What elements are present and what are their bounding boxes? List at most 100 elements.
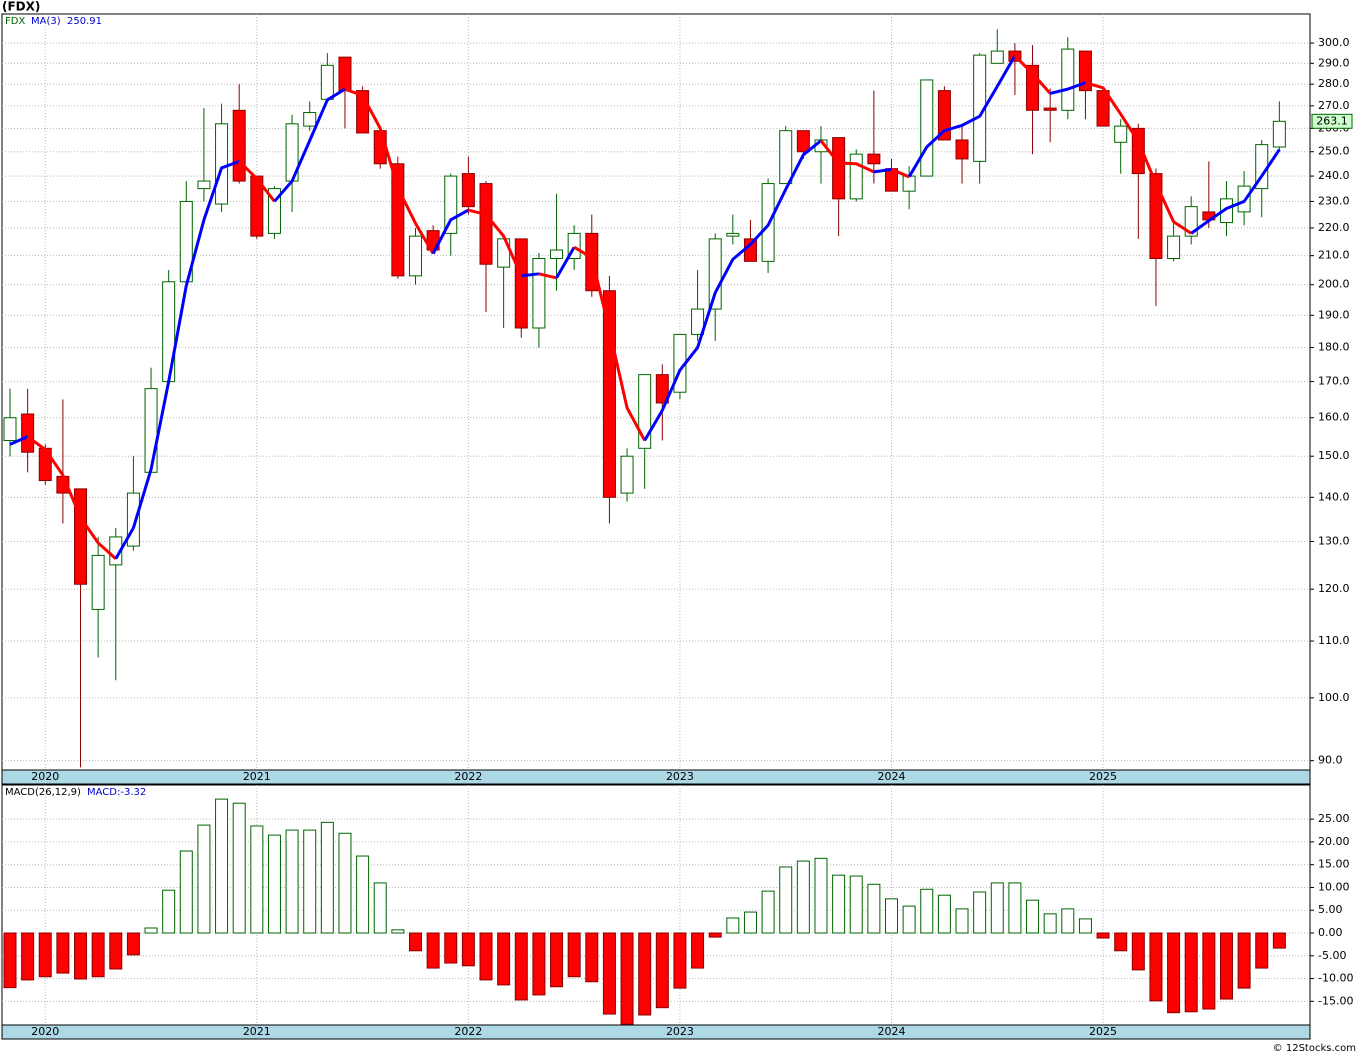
y-tick-label: 160.0 — [1318, 411, 1350, 424]
candle-body — [1167, 235, 1181, 260]
candle-body — [691, 308, 705, 335]
macd-bar — [550, 932, 564, 988]
moving-average — [26, 435, 117, 560]
macd-bar — [1043, 913, 1057, 934]
macd-bar — [620, 932, 634, 1025]
price-tag-label: 263.1 — [1316, 114, 1348, 127]
y-tick-label: -5.00 — [1318, 949, 1346, 962]
x-tick-label: 2023 — [666, 770, 694, 783]
y-tick-label: 290.0 — [1318, 56, 1350, 69]
y-tick-label: 190.0 — [1318, 308, 1350, 321]
macd-bar — [162, 889, 176, 934]
candle-body — [990, 50, 1004, 64]
macd-bar — [514, 932, 528, 1001]
macd-value: -3.32 — [120, 787, 146, 798]
candle-body — [832, 137, 846, 200]
candle-body — [1096, 90, 1110, 127]
macd-bar — [990, 882, 1004, 934]
y-tick-label: 130.0 — [1318, 534, 1350, 547]
moving-average — [273, 87, 346, 203]
y-tick-label: 100.0 — [1318, 691, 1350, 704]
x-tick-label: 2020 — [31, 1025, 59, 1038]
macd-bar — [567, 932, 581, 978]
macd-bar — [867, 883, 881, 934]
candle-body — [1114, 125, 1128, 143]
macd-bar — [91, 932, 105, 978]
y-tick-label: 280.0 — [1318, 77, 1350, 90]
moving-average — [643, 139, 822, 442]
macd-bar — [1078, 918, 1092, 934]
candle-body — [74, 488, 88, 585]
y-tick-label: 15.00 — [1318, 858, 1350, 871]
y-tick-label: 20.00 — [1318, 835, 1350, 848]
macd-bar — [743, 911, 757, 934]
macd-bar — [144, 927, 158, 934]
macd-bar — [126, 932, 140, 956]
macd-bar — [320, 821, 334, 934]
moving-average — [907, 54, 1017, 178]
candle-body — [532, 258, 546, 329]
macd-bar — [902, 905, 916, 934]
x-tick-label: 2022 — [454, 770, 482, 783]
macd-prefix: MACD: — [87, 787, 120, 798]
macd-bar — [21, 932, 35, 981]
chart-title: (FDX) — [2, 0, 40, 14]
candle-body — [550, 249, 564, 260]
candle-body — [849, 153, 863, 200]
x-tick-label: 2024 — [878, 1025, 906, 1038]
macd-bar — [708, 932, 722, 938]
moving-average — [819, 139, 875, 174]
candle-body — [514, 238, 528, 329]
macd-bar — [391, 929, 405, 934]
moving-average — [1085, 81, 1193, 235]
date-band — [1, 1024, 1311, 1040]
y-tick-label: 170.0 — [1318, 375, 1350, 388]
candle-body — [1149, 173, 1163, 260]
candle-body — [602, 290, 616, 498]
candle-body — [937, 90, 951, 141]
candle-body — [796, 130, 810, 153]
moving-average — [890, 168, 910, 179]
y-tick-label: 0.00 — [1318, 926, 1343, 939]
candle-body — [1219, 198, 1233, 224]
macd-bar — [585, 932, 599, 983]
candle-body — [197, 180, 211, 190]
macd-bar — [267, 834, 281, 934]
candle-body — [655, 374, 669, 404]
candle-body — [303, 112, 317, 127]
candle-body — [461, 173, 475, 208]
candle-body — [391, 163, 405, 277]
candle-body — [338, 56, 352, 92]
candle-body — [1272, 120, 1286, 148]
x-tick-label: 2021 — [243, 1025, 271, 1038]
candle-body — [638, 374, 652, 449]
macd-bar — [1149, 932, 1163, 1002]
x-tick-label: 2023 — [666, 1025, 694, 1038]
price-tag — [1311, 113, 1353, 129]
macd-bar — [338, 832, 352, 934]
x-tick-label: 2020 — [31, 770, 59, 783]
legend-ma-value: 250.91 — [67, 16, 102, 27]
y-tick-label: 120.0 — [1318, 582, 1350, 595]
y-tick-label: 200.0 — [1318, 278, 1350, 291]
macd-bar — [56, 932, 70, 974]
x-tick-label: 2024 — [878, 770, 906, 783]
candle-body — [215, 123, 229, 205]
candle-body — [779, 130, 793, 185]
x-tick-label: 2021 — [243, 770, 271, 783]
macd-bar — [1272, 932, 1286, 949]
macd-bar — [761, 890, 775, 934]
macd-bar — [250, 825, 264, 934]
macd-bar — [1114, 932, 1128, 952]
y-tick-label: 220.0 — [1318, 221, 1350, 234]
macd-bar — [1131, 932, 1145, 971]
y-tick-label: 250.0 — [1318, 145, 1350, 158]
legend-symbol: FDX — [5, 16, 25, 27]
y-tick-label: 240.0 — [1318, 169, 1350, 182]
macd-bar — [1219, 932, 1233, 1000]
macd-bar — [303, 829, 317, 934]
y-tick-label: -10.00 — [1318, 972, 1353, 985]
macd-bar — [38, 932, 52, 978]
candle-body — [708, 238, 722, 310]
macd-bar — [1026, 899, 1040, 934]
